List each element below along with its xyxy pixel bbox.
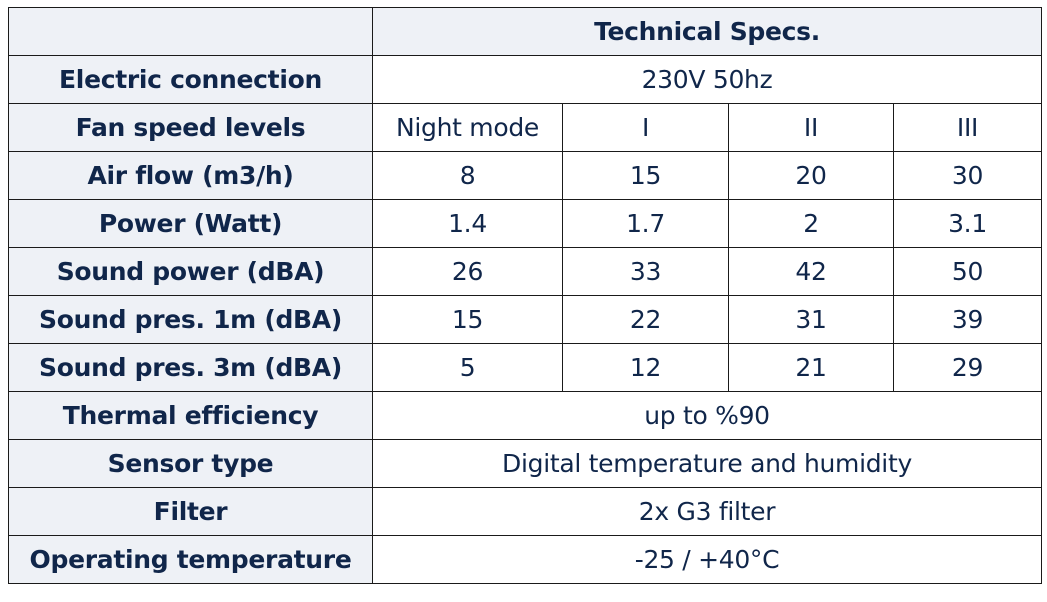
table-row: Operating temperature -25 / +40°C <box>8 535 1043 584</box>
row-label: Sound pres. 3m (dBA) <box>8 343 373 392</box>
table-row: Fan speed levels Night mode I II III <box>8 103 1043 152</box>
technical-specs-table: Technical Specs. Electric connection 230… <box>8 7 1043 584</box>
table-row: Sensor type Digital temperature and humi… <box>8 439 1043 488</box>
table-cell: 29 <box>892 343 1043 392</box>
table-cell: 39 <box>892 295 1043 344</box>
table-cell: 2 <box>728 199 894 248</box>
table-cell: 1.4 <box>372 199 563 248</box>
table-row: Thermal efficiency up to %90 <box>8 391 1043 440</box>
table-cell: 42 <box>728 247 894 296</box>
table-cell: 1.7 <box>562 199 729 248</box>
row-label: Filter <box>8 487 373 536</box>
table-cell: 26 <box>372 247 563 296</box>
table-cell: 31 <box>728 295 894 344</box>
table-cell: 3.1 <box>892 199 1043 248</box>
row-value: up to %90 <box>371 391 1043 440</box>
table-row: Sound power (dBA) 26 33 42 50 <box>8 247 1043 296</box>
table-cell: Night mode <box>372 103 563 152</box>
table-cell: 5 <box>372 343 563 392</box>
row-label: Air flow (m3/h) <box>8 151 373 200</box>
row-label: Sound power (dBA) <box>8 247 373 296</box>
row-value: 2x G3 filter <box>371 487 1043 536</box>
table-row: Sound pres. 1m (dBA) 15 22 31 39 <box>8 295 1043 344</box>
table-header-row: Technical Specs. <box>8 7 1043 56</box>
table-cell: II <box>728 103 894 152</box>
row-value: 230V 50hz <box>371 55 1043 104</box>
table-cell: 15 <box>372 295 563 344</box>
table-cell: 30 <box>892 151 1043 200</box>
row-label: Power (Watt) <box>8 199 373 248</box>
table-row: Air flow (m3/h) 8 15 20 30 <box>8 151 1043 200</box>
table-cell: I <box>562 103 729 152</box>
table-row: Electric connection 230V 50hz <box>8 55 1043 104</box>
table-row: Power (Watt) 1.4 1.7 2 3.1 <box>8 199 1043 248</box>
table-cell: 50 <box>892 247 1043 296</box>
table-row: Sound pres. 3m (dBA) 5 12 21 29 <box>8 343 1043 392</box>
row-label: Sensor type <box>8 439 373 488</box>
table-row: Filter 2x G3 filter <box>8 487 1043 536</box>
table-cell: 8 <box>372 151 563 200</box>
row-label: Sound pres. 1m (dBA) <box>8 295 373 344</box>
table-cell: 21 <box>728 343 894 392</box>
table-cell: 15 <box>562 151 729 200</box>
header-empty-cell <box>8 7 373 56</box>
table-cell: 22 <box>562 295 729 344</box>
row-value: Digital temperature and humidity <box>371 439 1043 488</box>
table-title: Technical Specs. <box>371 7 1043 56</box>
row-label: Electric connection <box>8 55 373 104</box>
row-label: Fan speed levels <box>8 103 373 152</box>
table-cell: 12 <box>562 343 729 392</box>
row-label: Thermal efficiency <box>8 391 373 440</box>
table-cell: 20 <box>728 151 894 200</box>
row-label: Operating temperature <box>8 535 373 584</box>
row-value: -25 / +40°C <box>371 535 1043 584</box>
table-cell: III <box>892 103 1043 152</box>
table-cell: 33 <box>562 247 729 296</box>
